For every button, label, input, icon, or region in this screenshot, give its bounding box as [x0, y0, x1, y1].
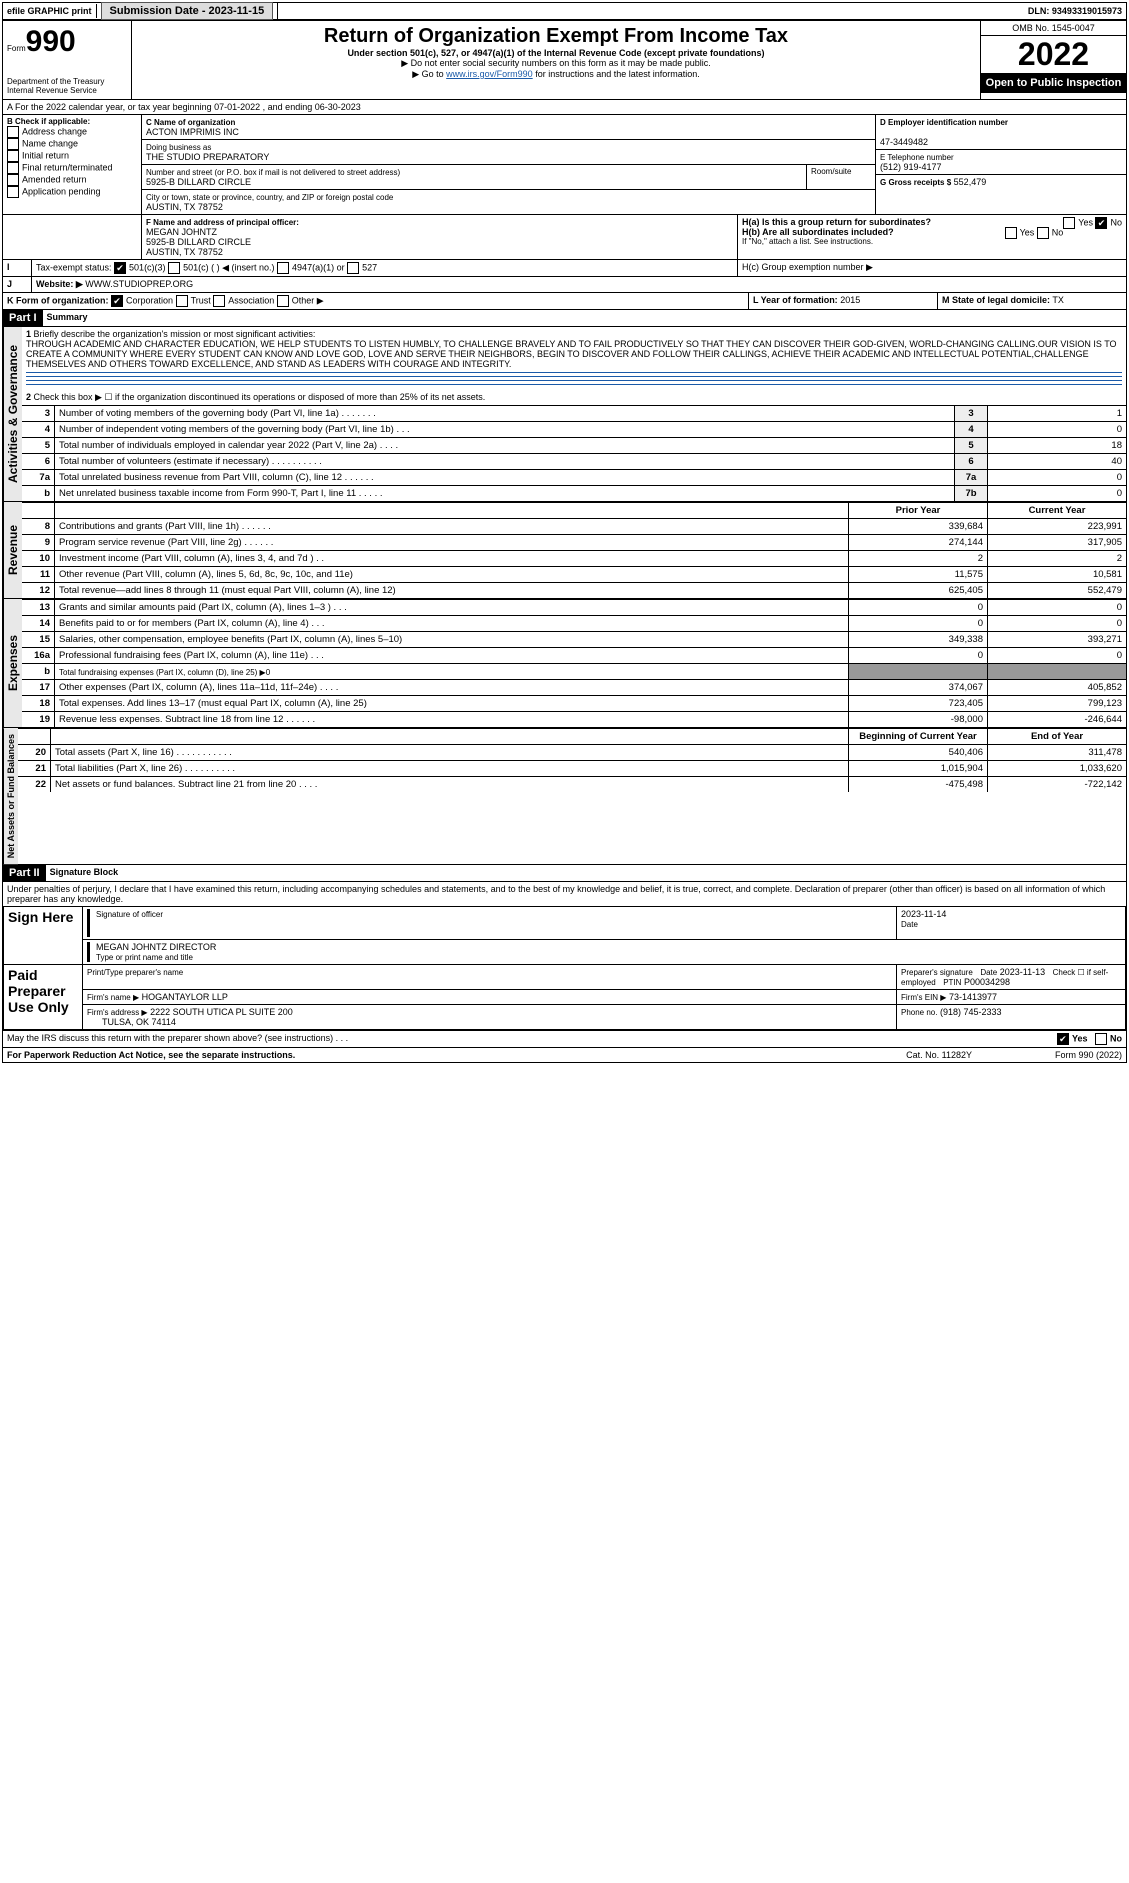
row-7b: bNet unrelated business taxable income f… — [22, 486, 1126, 502]
row-5: 5Total number of individuals employed in… — [22, 438, 1126, 454]
row-b: bTotal fundraising expenses (Part IX, co… — [22, 664, 1126, 680]
row-15: 15Salaries, other compensation, employee… — [22, 632, 1126, 648]
tax-year: 2022 — [981, 36, 1126, 73]
checkbox-initial-return[interactable]: Initial return — [7, 150, 137, 162]
efile-label: efile GRAPHIC print — [3, 4, 97, 18]
row-10: 10Investment income (Part VIII, column (… — [22, 551, 1126, 567]
sig-officer-label: Signature of officer — [96, 910, 163, 919]
subdate: Submission Date - 2023-11-15 — [97, 3, 279, 19]
row-12: 12Total revenue—add lines 8 through 11 (… — [22, 583, 1126, 599]
omb: OMB No. 1545-0047 — [981, 21, 1126, 36]
row-19: 19Revenue less expenses. Subtract line 1… — [22, 712, 1126, 728]
form-number: 990 — [26, 25, 76, 58]
dln: DLN: 93493319015973 — [1024, 4, 1126, 18]
row-3: 3Number of voting members of the governi… — [22, 406, 1126, 422]
box-b-label: B Check if applicable: — [7, 117, 137, 126]
paid-preparer: Paid Preparer Use Only — [4, 965, 83, 1030]
checkbox-final-return-terminated[interactable]: Final return/terminated — [7, 162, 137, 174]
declaration: Under penalties of perjury, I declare th… — [3, 881, 1126, 906]
row-20: 20Total assets (Part X, line 16) . . . .… — [18, 745, 1126, 761]
inspection-badge: Open to Public Inspection — [981, 73, 1126, 93]
checkbox-application-pending[interactable]: Application pending — [7, 186, 137, 198]
row-16a: 16aProfessional fundraising fees (Part I… — [22, 648, 1126, 664]
website: WWW.STUDIOPREP.ORG — [85, 279, 193, 289]
line-a: A For the 2022 calendar year, or tax yea… — [3, 100, 1126, 115]
h-c: H(c) Group exemption number ▶ — [737, 260, 1126, 276]
part1-bar: Part I — [3, 310, 43, 326]
row-22: 22Net assets or fund balances. Subtract … — [18, 777, 1126, 793]
street: 5925-B DILLARD CIRCLE — [146, 177, 251, 187]
side-expenses: Expenses — [3, 599, 22, 727]
gross-receipts: 552,479 — [954, 177, 987, 187]
side-revenue: Revenue — [3, 502, 22, 598]
phone: (512) 919-4177 — [880, 162, 942, 172]
dba: THE STUDIO PREPARATORY — [146, 152, 269, 162]
row-21: 21Total liabilities (Part X, line 26) . … — [18, 761, 1126, 777]
row-7a: 7aTotal unrelated business revenue from … — [22, 470, 1126, 486]
row-4: 4Number of independent voting members of… — [22, 422, 1126, 438]
checkbox-name-change[interactable]: Name change — [7, 138, 137, 150]
ein: 47-3449482 — [880, 137, 928, 147]
row-14: 14Benefits paid to or for members (Part … — [22, 616, 1126, 632]
firm-name: HOGANTAYLOR LLP — [142, 992, 228, 1002]
row-18: 18Total expenses. Add lines 13–17 (must … — [22, 696, 1126, 712]
row-11: 11Other revenue (Part VIII, column (A), … — [22, 567, 1126, 583]
part2-bar: Part II — [3, 865, 46, 881]
row-6: 6Total number of volunteers (estimate if… — [22, 454, 1126, 470]
form-header: Form990 Department of the Treasury Inter… — [3, 21, 1126, 100]
row-9: 9Program service revenue (Part VIII, lin… — [22, 535, 1126, 551]
side-netassets: Net Assets or Fund Balances — [3, 728, 18, 864]
row-8: 8Contributions and grants (Part VIII, li… — [22, 519, 1126, 535]
row-13: 13Grants and similar amounts paid (Part … — [22, 600, 1126, 616]
irs-link[interactable]: www.irs.gov/Form990 — [446, 69, 533, 79]
side-governance: Activities & Governance — [3, 327, 22, 501]
toprow: efile GRAPHIC print Submission Date - 20… — [3, 3, 1126, 21]
officer-name: MEGAN JOHNTZ DIRECTOR — [96, 942, 216, 952]
mission: THROUGH ACADEMIC AND CHARACTER EDUCATION… — [26, 339, 1117, 369]
city: AUSTIN, TX 78752 — [146, 202, 223, 212]
checkbox-address-change[interactable]: Address change — [7, 126, 137, 138]
footer-left: For Paperwork Reduction Act Notice, see … — [7, 1050, 906, 1060]
footer-right: Form 990 (2022) — [972, 1050, 1122, 1060]
row-17: 17Other expenses (Part IX, column (A), l… — [22, 680, 1126, 696]
h-a: H(a) Is this a group return for subordin… — [742, 217, 1122, 227]
checkbox-amended-return[interactable]: Amended return — [7, 174, 137, 186]
org-name: ACTON IMPRIMIS INC — [146, 127, 239, 137]
form-title: Return of Organization Exempt From Incom… — [136, 25, 976, 48]
sign-here: Sign Here — [4, 907, 83, 965]
